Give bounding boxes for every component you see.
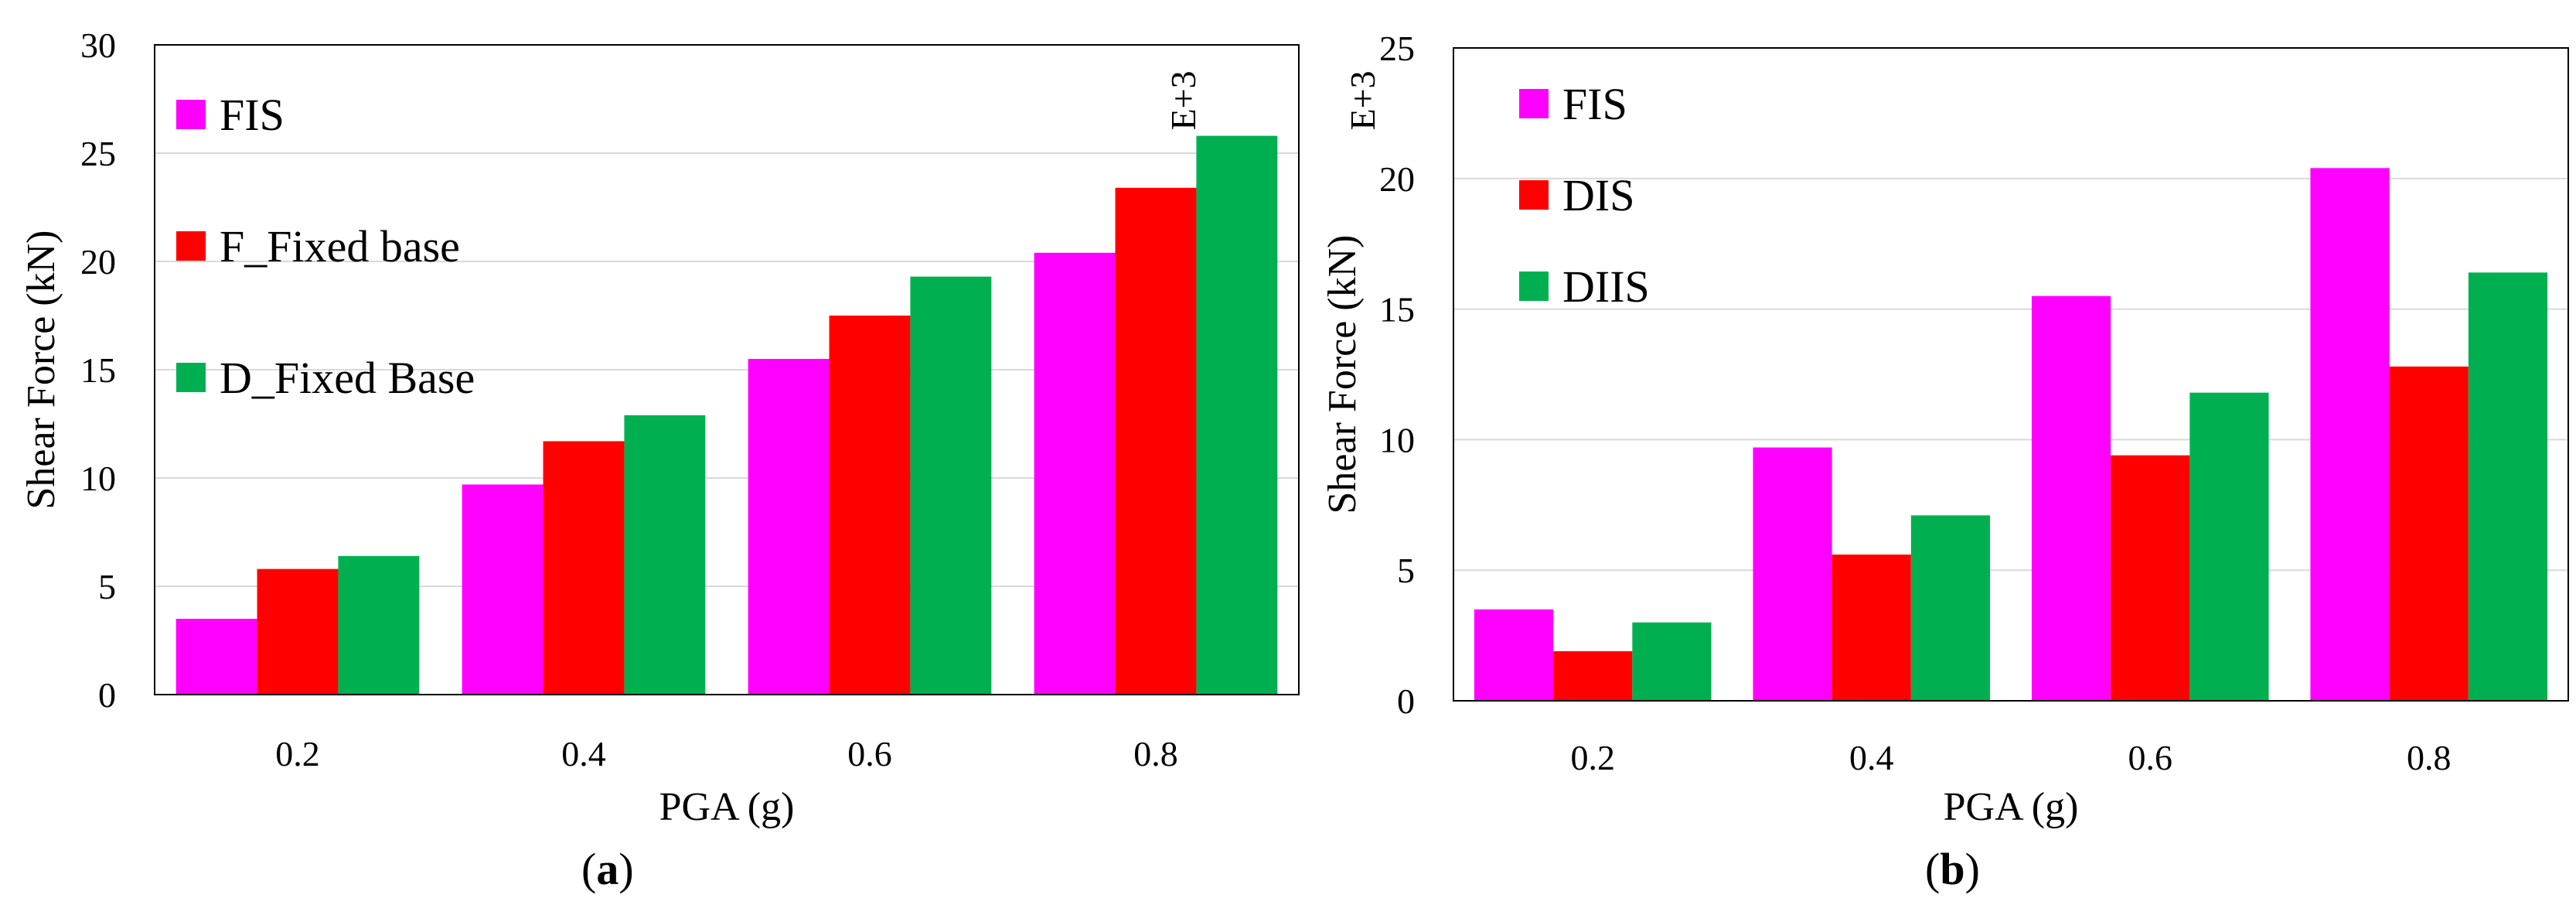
y-tick-label: 30 (80, 26, 116, 65)
bar (2310, 168, 2390, 701)
x-tick-label: 0.4 (1849, 738, 1894, 777)
plot-frame (154, 44, 1300, 695)
plot-frame (1453, 47, 2569, 702)
x-tick-label: 0.8 (2407, 738, 2452, 777)
bar (2389, 366, 2469, 701)
bar (2468, 272, 2548, 701)
x-tick-label: 0.4 (561, 734, 606, 773)
y-tick-label: 20 (80, 242, 116, 282)
legend-label: DIIS (1562, 261, 1650, 312)
bar (175, 619, 257, 695)
y-tick-label: 20 (1379, 159, 1415, 199)
legend-swatch (1519, 89, 1549, 118)
bar (829, 316, 911, 695)
y-tick-label: 15 (1379, 290, 1415, 330)
legend-label: D_Fixed Base (220, 353, 475, 403)
legend-label: DIS (1562, 170, 1634, 220)
bar (462, 484, 543, 695)
y-tick-label: 5 (1397, 551, 1415, 590)
bar (338, 555, 420, 695)
bar (1553, 651, 1633, 701)
legend-swatch (1519, 180, 1549, 210)
bar (2031, 295, 2111, 702)
panel-a-caption: (a) (581, 844, 634, 894)
y-tick-label: 0 (98, 675, 116, 715)
bar (2189, 392, 2269, 701)
legend-label: F_Fixed base (220, 221, 460, 271)
legend-swatch (176, 231, 206, 261)
y-axis-label: Shear Force (kN) (1320, 235, 1365, 514)
bar (1831, 554, 1911, 701)
multiplier-label: E+3 (1343, 70, 1382, 130)
bar (2111, 455, 2190, 701)
x-tick-label: 0.6 (2128, 738, 2173, 777)
x-axis-label: PGA (g) (659, 785, 795, 829)
bar (748, 359, 830, 695)
y-tick-label: 10 (80, 459, 116, 498)
y-tick-label: 15 (80, 350, 116, 390)
x-tick-label: 0.8 (1133, 734, 1178, 773)
legend-label: FIS (220, 90, 285, 140)
legend-swatch (1519, 271, 1549, 301)
legend-swatch (176, 363, 206, 392)
bar (543, 441, 625, 695)
bar (910, 276, 992, 695)
x-tick-label: 0.2 (275, 734, 320, 773)
bar (1910, 515, 1991, 701)
multiplier-label: E+3 (1164, 70, 1203, 130)
y-tick-label: 25 (1379, 29, 1415, 68)
x-axis-label: PGA (g) (1944, 785, 2079, 829)
chart-panel-b: 0 5 10 15 20 25 0.2 0.4 0.6 0.8 PGA (g) Shear Force… (1320, 29, 2569, 829)
bar (1474, 609, 1554, 701)
y-tick-label: 10 (1379, 420, 1415, 459)
legend-swatch (176, 100, 206, 129)
y-tick-label: 25 (80, 134, 116, 173)
panel-b-caption: (b) (1925, 844, 1980, 894)
bar (624, 415, 706, 695)
bar (257, 569, 339, 695)
bar (1196, 135, 1278, 695)
bar (1753, 447, 1832, 701)
y-tick-label: 0 (1397, 681, 1415, 721)
chart-panel-a: 0 5 10 15 20 25 30 0.2 0.4 0.6 0.8 PGA (g) Shear For… (19, 26, 1300, 829)
legend-label: FIS (1562, 79, 1627, 129)
bar (1034, 252, 1116, 695)
bar (1115, 187, 1197, 695)
y-tick-label: 5 (98, 567, 116, 606)
x-tick-label: 0.2 (1571, 738, 1616, 777)
y-axis-label: Shear Force (kN) (19, 230, 63, 510)
bar (1632, 622, 1712, 701)
x-tick-label: 0.6 (847, 734, 892, 773)
